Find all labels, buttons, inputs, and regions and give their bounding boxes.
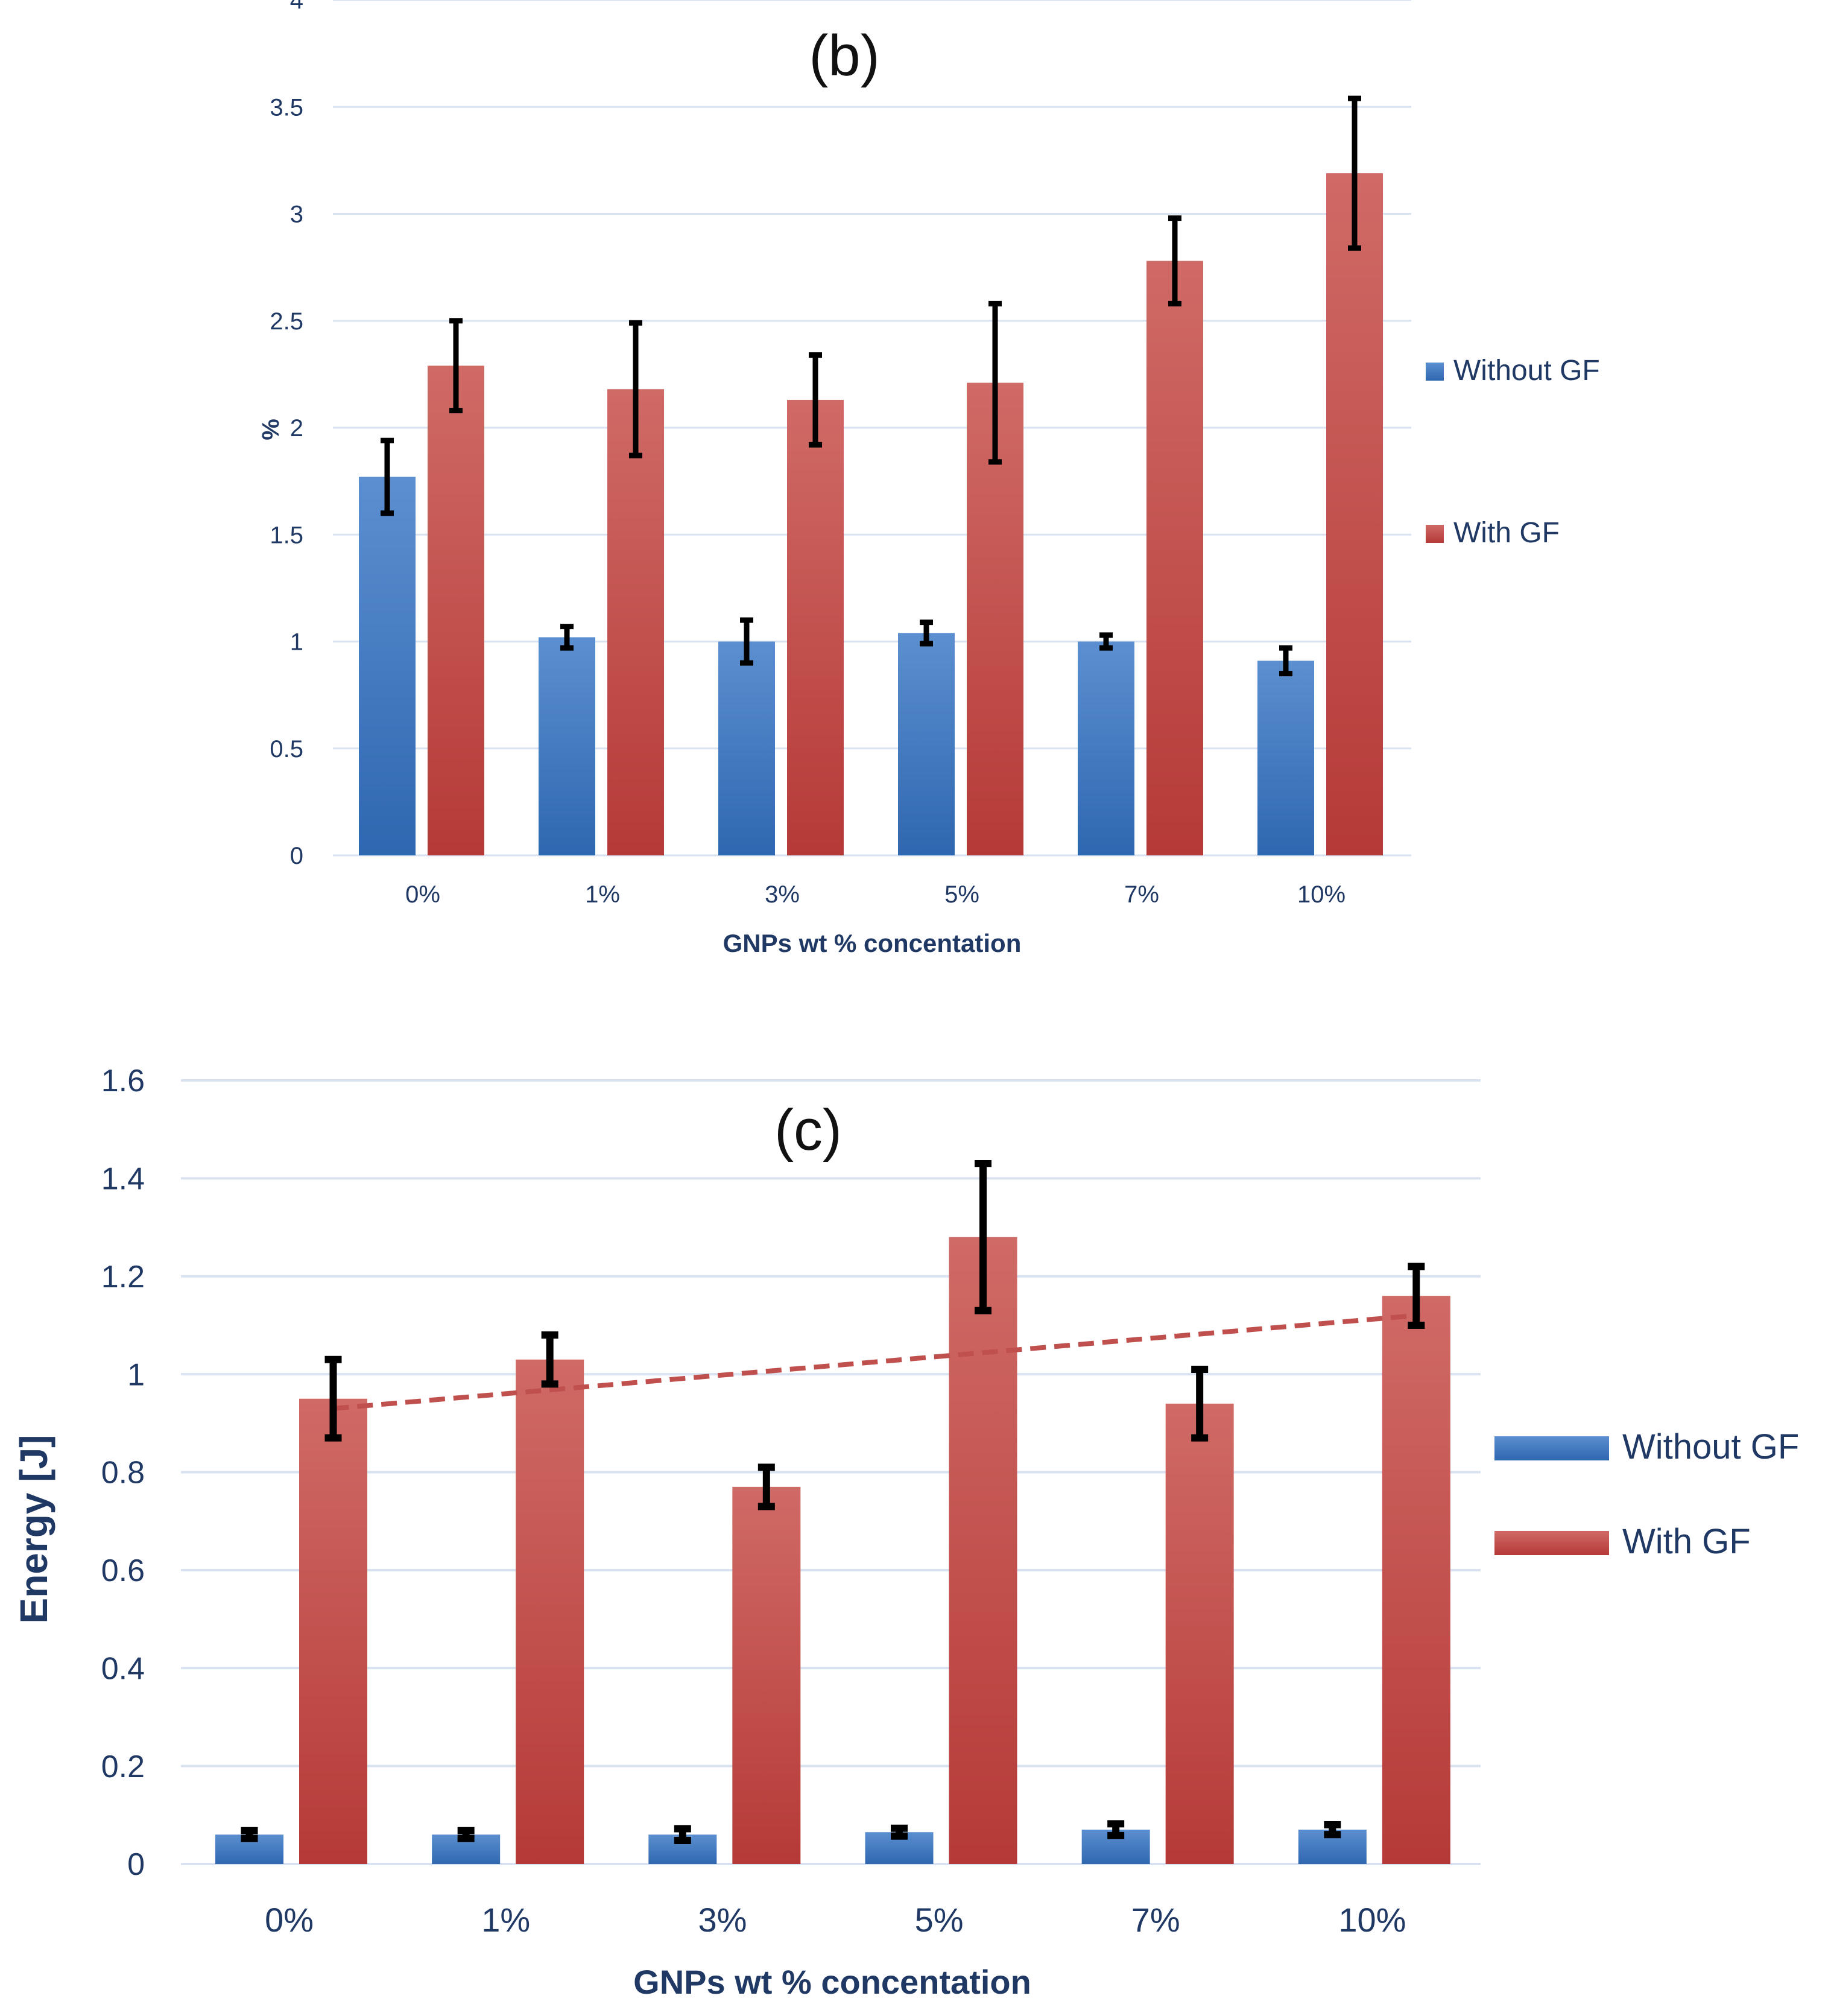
b-bar-with-gf xyxy=(607,389,664,855)
b-y-tick-label: 2 xyxy=(290,415,303,442)
b-y-tick-label: 0 xyxy=(290,843,303,869)
b-y-tick-label: 1.5 xyxy=(270,522,303,548)
c-bar-with-gf xyxy=(299,1398,367,1864)
b-x-tick-label: 1% xyxy=(585,881,620,908)
panel-c-y-ticks: 0 0.2 0.4 0.6 0.8 1 1.2 1.4 1.6 xyxy=(101,1063,145,1882)
panel-b-bars xyxy=(359,173,1383,855)
b-bar-without-gf xyxy=(1257,661,1314,855)
panel-b-legend: Without GF With GF xyxy=(1426,355,1600,549)
c-x-tick-label: 10% xyxy=(1338,1901,1406,1939)
c-bar-with-gf xyxy=(732,1486,801,1864)
b-y-tick-label: 3 xyxy=(290,201,303,228)
b-bar-with-gf xyxy=(428,366,484,855)
panel-c-error-bars xyxy=(241,1160,1425,1845)
b-bar-without-gf xyxy=(539,637,595,855)
chart-panel-b: (b) 0 0.5 1 1.5 2 2.5 3 3.5 4 0% 1% 3% 5% 7% 10% % GN… xyxy=(258,0,1600,957)
b-y-tick-label: 1 xyxy=(290,629,303,656)
panel-c-label: (c) xyxy=(774,1098,842,1162)
c-x-tick-label: 0% xyxy=(265,1901,314,1939)
b-bar-without-gf xyxy=(898,633,955,855)
panel-b-legend-swatch-without xyxy=(1426,363,1444,381)
b-x-tick-label: 5% xyxy=(944,881,979,908)
c-trendline xyxy=(333,1313,1417,1411)
c-bar-with-gf xyxy=(516,1359,584,1864)
panel-b-x-axis-title: GNPs wt % concentation xyxy=(723,929,1022,957)
panel-b-legend-swatch-with xyxy=(1426,525,1444,543)
c-y-tick-label: 0.2 xyxy=(101,1749,145,1784)
panel-c-legend-label-without: Without GF xyxy=(1622,1427,1799,1466)
panel-c-x-ticks: 0% 1% 3% 5% 7% 10% xyxy=(265,1901,1406,1939)
panel-c-legend-swatch-with xyxy=(1494,1531,1609,1555)
b-bar-with-gf xyxy=(1146,261,1203,855)
b-x-tick-label: 10% xyxy=(1297,881,1346,908)
c-y-tick-label: 0.4 xyxy=(101,1651,145,1686)
c-bar-with-gf xyxy=(949,1237,1017,1864)
c-y-tick-label: 1.4 xyxy=(101,1162,145,1197)
c-y-tick-label: 0.8 xyxy=(101,1456,145,1491)
b-bar-with-gf xyxy=(1326,173,1383,855)
b-bar-without-gf xyxy=(1078,641,1134,855)
panel-c-legend-label-with: With GF xyxy=(1622,1522,1751,1561)
c-x-tick-label: 5% xyxy=(915,1901,964,1939)
c-x-tick-label: 3% xyxy=(698,1901,747,1939)
panel-b-y-axis-title: % xyxy=(258,419,284,440)
c-y-tick-label: 1 xyxy=(127,1357,145,1392)
panel-c-gridlines xyxy=(181,1079,1481,1865)
panel-b-y-ticks: 0 0.5 1 1.5 2 2.5 3 3.5 4 xyxy=(270,0,303,869)
c-y-tick-label: 0 xyxy=(127,1847,145,1882)
b-y-tick-label: 2.5 xyxy=(270,308,303,335)
panel-b-x-ticks: 0% 1% 3% 5% 7% 10% xyxy=(405,881,1346,908)
b-y-tick-label: 4 xyxy=(290,0,303,14)
b-bar-without-gf xyxy=(359,477,416,855)
c-bar-with-gf xyxy=(1165,1403,1234,1864)
panel-b-gridlines xyxy=(333,0,1411,857)
panel-c-legend: Without GF With GF xyxy=(1494,1427,1799,1561)
panel-c-y-axis-title: Energy [J] xyxy=(12,1435,55,1624)
c-y-tick-label: 1.2 xyxy=(101,1260,145,1295)
panel-c-bars xyxy=(215,1237,1450,1864)
panel-b-legend-label-without: Without GF xyxy=(1453,355,1600,387)
c-x-tick-label: 1% xyxy=(481,1901,530,1939)
c-y-tick-label: 0.6 xyxy=(101,1553,145,1588)
b-y-tick-label: 0.5 xyxy=(270,736,303,762)
c-y-tick-label: 1.6 xyxy=(101,1063,145,1098)
panel-c-legend-swatch-without xyxy=(1494,1436,1609,1460)
c-x-tick-label: 7% xyxy=(1131,1901,1180,1939)
panel-b-legend-label-with: With GF xyxy=(1453,517,1560,549)
panel-b-label: (b) xyxy=(809,24,879,88)
b-y-tick-label: 3.5 xyxy=(270,94,303,121)
b-x-tick-label: 7% xyxy=(1124,881,1159,908)
chart-panel-c: (c) 0 0.2 0.4 0.6 0.8 1 1.2 1.4 1.6 0% 1% 3% 5% 7% 10… xyxy=(12,1063,1799,2001)
panel-b-error-bars xyxy=(381,95,1361,677)
panel-c-x-axis-title: GNPs wt % concentation xyxy=(633,1963,1031,2001)
b-bar-with-gf xyxy=(787,399,844,855)
b-bar-without-gf xyxy=(718,641,775,855)
b-x-tick-label: 0% xyxy=(405,881,440,908)
panel-c-trendline-group xyxy=(333,1313,1417,1411)
c-bar-with-gf xyxy=(1382,1296,1450,1864)
b-x-tick-label: 3% xyxy=(765,881,800,908)
